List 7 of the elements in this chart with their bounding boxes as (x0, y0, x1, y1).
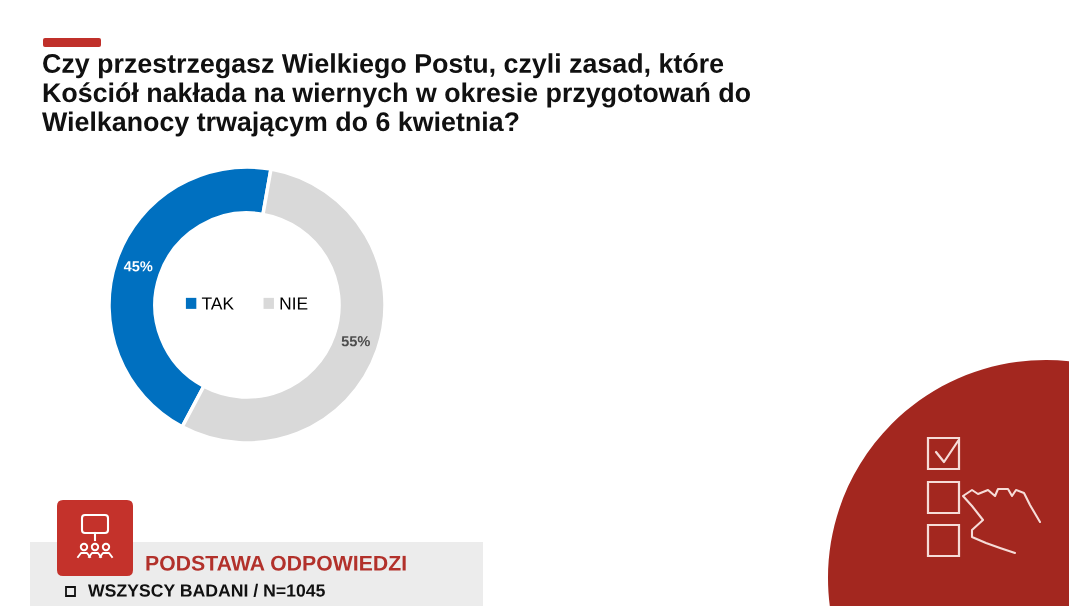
legend-label: TAK (201, 297, 234, 310)
chart-title: Czy przestrzegasz Wielkiego Postu, czyli zasad, które Kościół nakłada na wiernych w okresie przygotowań do Wielkanocy trwającym do 6 kwietnia? (42, 53, 750, 137)
data-label: 45% (123, 261, 153, 272)
text: PODSTAWA ODPOWIEDZI (146, 555, 406, 571)
data-label: 55% (341, 336, 370, 347)
legend-label: NIE (280, 297, 308, 310)
text: WSZYSCY BADANI / N=1045 (88, 583, 325, 597)
